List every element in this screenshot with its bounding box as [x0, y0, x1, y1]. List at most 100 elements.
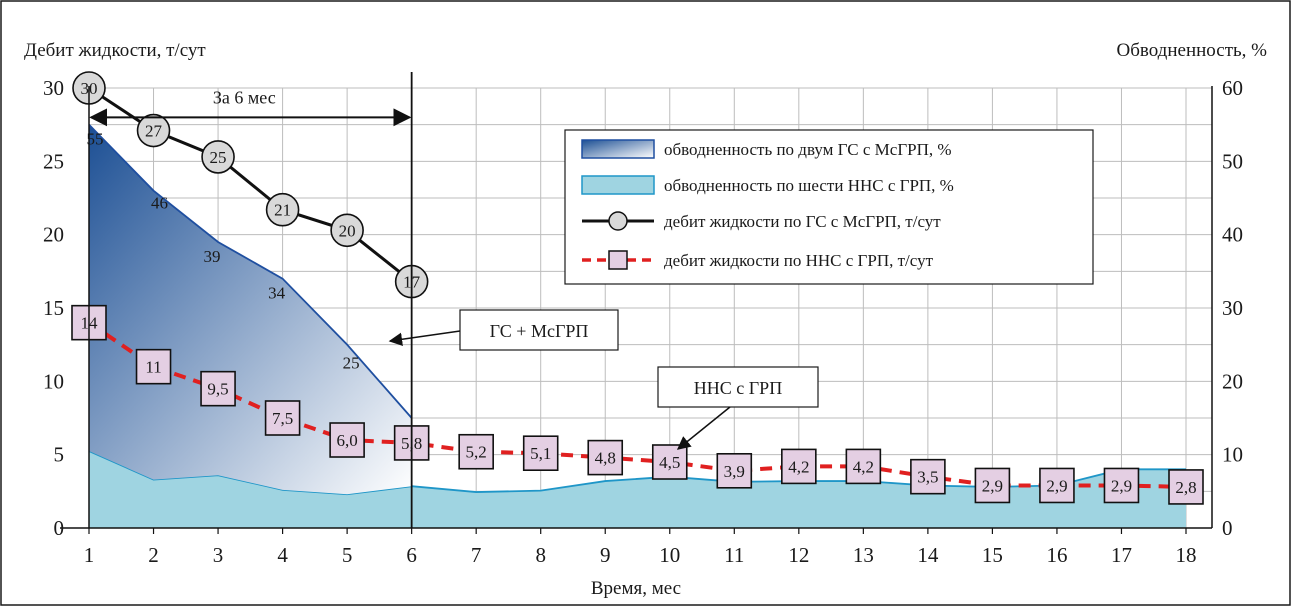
- nns-rate-marker: [716, 452, 753, 489]
- y-left-tick-label: 0: [54, 516, 65, 540]
- legend-label-nns-rate: дебит жидкости по ННС с ГРП, т/сут: [664, 251, 934, 270]
- x-tick-label: 1: [84, 543, 95, 567]
- x-tick-label: 4: [277, 543, 288, 567]
- nns-rate-marker: [587, 439, 624, 476]
- nns-rate-label: 4,2: [788, 457, 809, 476]
- nns-rate-marker: [1103, 467, 1140, 504]
- callout-nns-arrow: [676, 406, 731, 450]
- left-axis-title: Дебит жидкости, т/сут: [24, 40, 206, 61]
- nns-rate-marker: [264, 400, 301, 436]
- x-tick-label: 2: [148, 543, 159, 567]
- x-tick-label: 18: [1176, 543, 1197, 567]
- x-axis-title: Время, мес: [591, 578, 681, 599]
- legend-swatch-gs-watercut: [581, 139, 655, 159]
- gs-rate-marker: [201, 140, 235, 174]
- nns-rate-label: 3,9: [724, 462, 745, 481]
- nns-rate-label: 2,9: [1111, 476, 1132, 495]
- area-nns-watercut: [89, 451, 1186, 528]
- y-right-tick-label: 0: [1222, 516, 1233, 540]
- gs-rate-label: 20: [339, 221, 356, 240]
- x-tick-label: 5: [342, 543, 353, 567]
- nns-rate-marker: [651, 444, 688, 480]
- nns-rate-label: 5,1: [530, 444, 551, 463]
- area-gs-watercut: [89, 124, 412, 495]
- x-tick-label: 3: [213, 543, 224, 567]
- nns-rate-label: 2,8: [1175, 478, 1196, 497]
- callout-gs-arrow: [388, 330, 461, 346]
- nns-rate-label: 9,5: [207, 380, 228, 399]
- legend-marker-nns-rate: [608, 250, 628, 270]
- watercut-label: 34: [268, 284, 286, 303]
- legend: обводненность по двум ГС с МсГРП, % обво…: [564, 129, 1094, 285]
- gs-rate-label: 27: [145, 122, 163, 141]
- gs-rate-label: 25: [210, 148, 227, 167]
- y-left-tick-label: 15: [43, 296, 64, 320]
- watercut-label: 55: [87, 130, 104, 149]
- gs-rate-label: 21: [274, 201, 291, 220]
- y-left-tick-label: 30: [43, 76, 64, 100]
- nns-rate-label: 3,5: [917, 468, 938, 487]
- callout-gs-box: [459, 309, 619, 351]
- y-left-tick-label: 25: [43, 149, 64, 173]
- nns-rate-marker: [1039, 467, 1075, 504]
- callout-nns-box: [657, 366, 819, 408]
- y-left-tick-label: 20: [43, 223, 64, 247]
- nns-rate-label: 4,2: [853, 457, 874, 476]
- y-right-tick-label: 50: [1222, 149, 1243, 173]
- legend-marker-gs-rate: [608, 211, 628, 231]
- annotations: За 6 мес: [89, 72, 413, 528]
- legend-label-gs-watercut: обводненность по двум ГС с МсГРП, %: [664, 140, 952, 159]
- callout-nns: ННС с ГРП: [657, 366, 819, 450]
- nns-rate-marker: [329, 422, 365, 458]
- nns-rate-marker: [781, 448, 817, 485]
- right-axis-title: Обводненность, %: [1117, 40, 1268, 61]
- watercut-label: 25: [343, 354, 360, 373]
- nns-rate-marker: [974, 467, 1011, 504]
- area-series: [88, 124, 1186, 528]
- nns-rate-label: 11: [145, 358, 161, 377]
- x-tick-label: 16: [1046, 543, 1067, 567]
- x-tick-label: 17: [1111, 543, 1132, 567]
- watercut-label: 46: [151, 194, 168, 213]
- x-tick-label: 8: [535, 543, 546, 567]
- nns-rate-label: 4,8: [595, 449, 616, 468]
- legend-label-gs-rate: дебит жидкости по ГС с МсГРП, т/сут: [664, 212, 941, 231]
- nns-rate-label: 2,9: [1046, 476, 1067, 495]
- y-left-tick-label: 10: [43, 369, 64, 393]
- nns-rate-marker: [1168, 469, 1204, 505]
- y-right-tick-label: 40: [1222, 223, 1243, 247]
- nns-rate-marker: [910, 458, 946, 495]
- y-right-tick-label: 60: [1222, 76, 1243, 100]
- x-tick-label: 11: [724, 543, 744, 567]
- line-gs-watercut: [88, 124, 413, 419]
- y-right-tick-label: 20: [1222, 369, 1243, 393]
- x-tick-label: 10: [659, 543, 680, 567]
- nns-rate-marker: [135, 348, 172, 385]
- y-right-tick-label: 10: [1222, 443, 1243, 467]
- nns-rate-marker: [845, 448, 882, 485]
- x-tick-label: 13: [853, 543, 874, 567]
- nns-rate-label: 7,5: [272, 409, 293, 428]
- nns-rate-marker: [522, 435, 559, 472]
- legend-swatch-nns-watercut: [581, 175, 655, 195]
- x-tick-label: 15: [982, 543, 1003, 567]
- nns-rate-marker: [200, 370, 236, 407]
- callout-gs-label: ГС + МсГРП: [490, 321, 589, 341]
- nns-rate-label: 6,0: [336, 431, 357, 450]
- callout-gs: ГС + МсГРП: [388, 309, 619, 351]
- x-tick-label: 9: [600, 543, 611, 567]
- y-left-tick-label: 5: [54, 443, 65, 467]
- watercut-label: 39: [204, 247, 221, 266]
- x-tick-label: 6: [406, 543, 417, 567]
- period-label: За 6 мес: [213, 87, 276, 107]
- nns-rate-label: 4,5: [659, 453, 680, 472]
- callout-nns-label: ННС с ГРП: [694, 378, 782, 398]
- y-right-tick-label: 30: [1222, 296, 1243, 320]
- legend-label-nns-watercut: обводненность по шести ННС с ГРП, %: [664, 176, 954, 195]
- nns-rate-marker: [458, 433, 494, 470]
